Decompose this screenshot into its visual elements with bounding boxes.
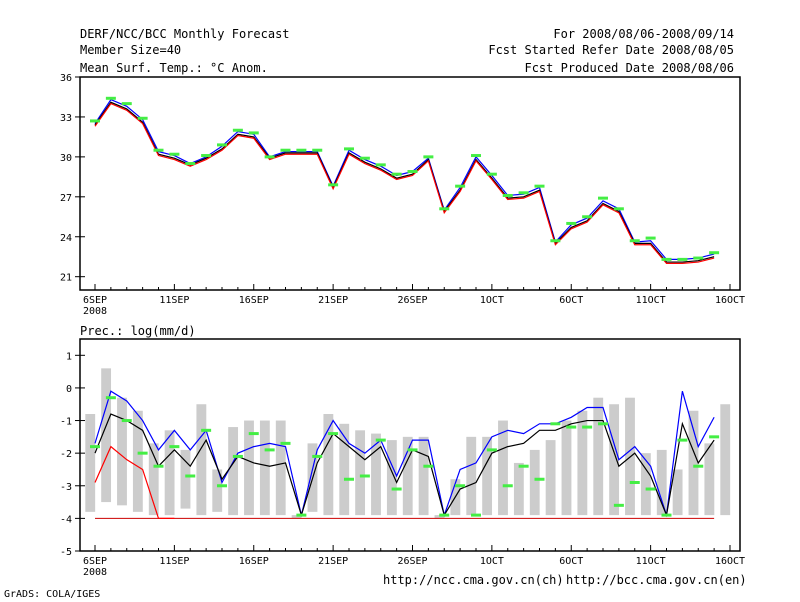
x-tick-label: 1OCT [480,295,504,306]
x-tick-sublabel: 2008 [83,306,107,317]
precip-bar [180,449,191,509]
precip-bar [339,423,350,516]
y-tick-label: 30 [60,153,72,164]
x-tick-label: 6SEP [83,295,107,306]
y-tick-label: 1 [66,351,72,362]
x-tick-label: 1OCT [480,556,504,567]
y-tick-label: 24 [60,233,72,244]
x-tick-label: 11OCT [636,556,666,567]
precip-bar [640,453,651,516]
series-line-lower [94,445,175,519]
x-tick-label: 6OCT [559,295,583,306]
precip-bar [656,449,667,516]
header-title: DERF/NCC/BCC Monthly Forecast [80,27,290,41]
series-line-upper [94,390,715,518]
precip-bar [164,430,175,516]
precip-bar [545,440,556,516]
series-line-lower [94,102,715,264]
precip-bar [196,404,207,516]
bcc-url[interactable]: http://bcc.cma.gov.cn(en) [566,573,747,587]
y-tick-label: -1 [60,417,72,428]
y-tick-label: -5 [60,547,72,558]
x-tick-label: 11OCT [636,295,666,306]
precip-bar [259,420,270,516]
y-tick-label: -2 [60,449,72,460]
precip-bar [513,462,524,516]
precip-bar [466,436,477,516]
x-tick-label: 11SEP [159,556,189,567]
y-tick-label: 27 [60,193,72,204]
precip-bar [418,436,429,516]
x-tick-label: 16SEP [239,556,269,567]
precip-bar [577,410,588,516]
series-line-ensemble [94,413,715,518]
panel-frame [79,76,741,291]
x-tick-sublabel: 2008 [83,567,107,578]
precip-bar [593,397,604,516]
series-line-upper [94,98,715,260]
x-tick-label: 16SEP [239,295,269,306]
precip-bar [291,515,302,519]
precip-bar [371,433,381,516]
x-tick-label: 6SEP [83,556,107,567]
header-member-size: Member Size=40 [80,43,182,57]
precip-bar [148,443,159,516]
panel-frame [79,338,741,552]
y-tick-label: 36 [60,73,72,84]
y-tick-label: -3 [60,482,72,493]
x-tick-label: 11SEP [159,295,189,306]
y-tick-label: -4 [60,514,72,525]
precip-bar [434,515,445,519]
grads-credit: GrADS: COLA/IGES [4,589,101,600]
precip-bar [720,404,731,516]
series-line-ensemble [94,101,715,263]
precip-bar [101,368,112,503]
x-tick-label: 21SEP [318,295,348,306]
precip-bar [561,420,572,516]
header-start-date: Fcst Started Refer Date 2008/08/05 [488,43,734,57]
precip-bar [117,397,127,506]
precip-bar [228,427,239,516]
precip-bar [609,404,620,516]
x-tick-label: 16OCT [715,556,745,567]
x-tick-label: 26SEP [397,295,427,306]
y-tick-label: 33 [60,113,72,124]
precip-bar [704,443,715,516]
ncc-url[interactable]: http://ncc.cma.gov.cn(ch) [383,573,564,587]
precip-bar [402,436,413,516]
precip-bar [386,440,397,516]
precip-bar [688,410,699,516]
y-tick-label: 0 [66,384,72,395]
x-tick-label: 6OCT [559,556,583,567]
precip-bar [212,469,223,512]
header-variable: Mean Surf. Temp.: °C Anom. [80,61,268,75]
precip-bar [323,414,334,516]
precip-bar [672,469,683,516]
y-tick-label: 21 [60,273,72,284]
x-tick-label: 26SEP [397,556,427,567]
header-produced-date: Fcst Produced Date 2008/08/06 [524,61,734,75]
precip-bar [482,436,493,516]
x-tick-label: 16OCT [715,295,745,306]
header-period: For 2008/08/06-2008/09/14 [553,27,734,41]
precip-bar [498,420,508,516]
precip-bar [355,430,366,516]
x-tick-label: 21SEP [318,556,348,567]
precip-bar [529,449,540,516]
precip-bar [85,414,96,512]
precip-panel-title: Prec.: log(mm/d) [80,324,196,338]
precip-bar [275,420,286,516]
precip-bar [244,420,254,516]
precip-bar [132,410,143,512]
